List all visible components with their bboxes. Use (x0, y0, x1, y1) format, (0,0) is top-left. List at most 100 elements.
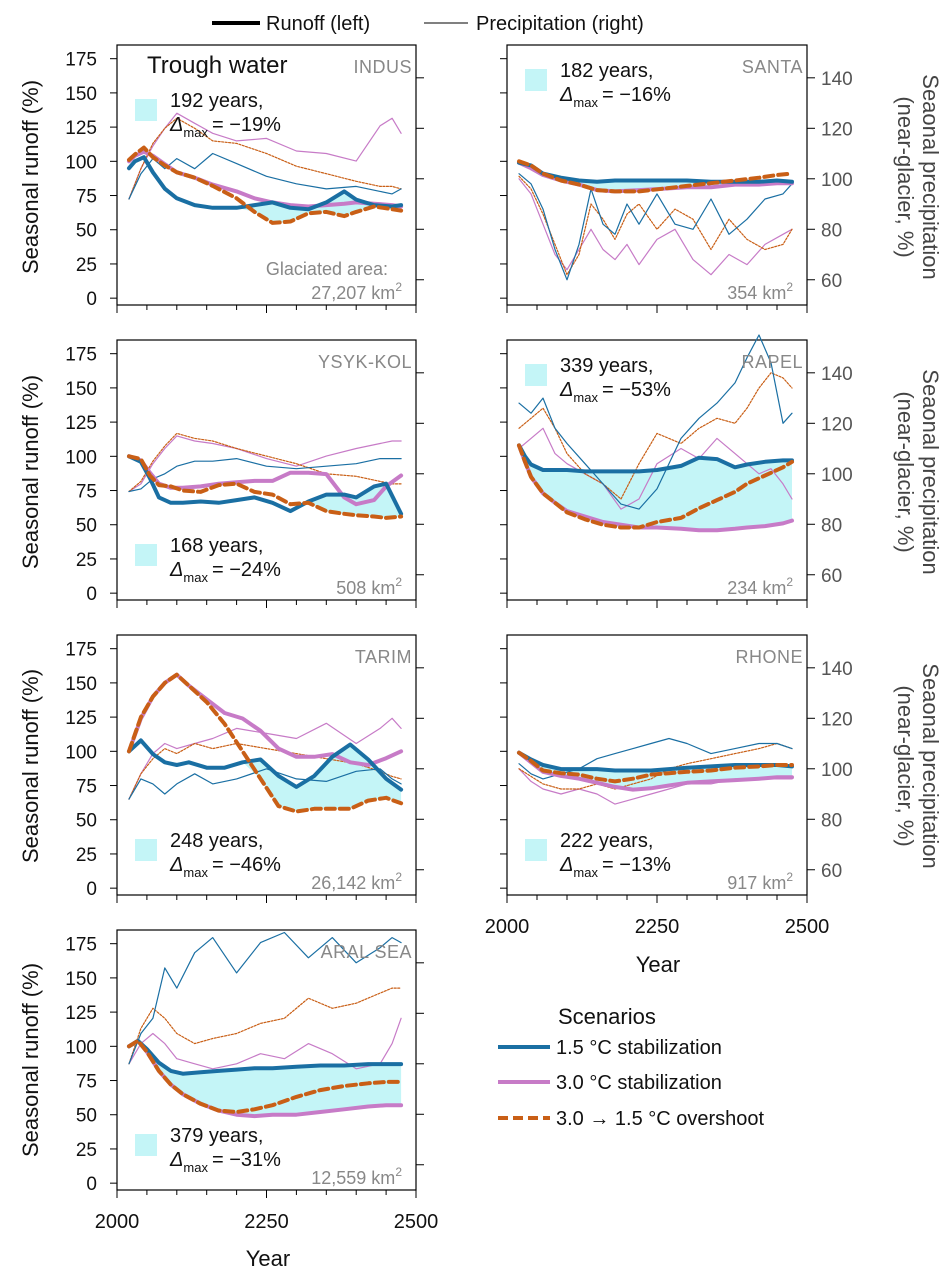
area-number: 917 km (727, 873, 786, 893)
ylabel-left-row1: Seasonal runoff (%) (18, 80, 43, 274)
ylabel-right-line2: (near-glacier, %) (893, 96, 918, 257)
trough-years: 222 years, (560, 830, 653, 852)
area-number: 27,207 km (311, 283, 395, 303)
precip-overshoot-line (518, 175, 793, 276)
runoff-1p5-line (517, 443, 794, 474)
delta-symbol: Δ (169, 114, 183, 136)
area-number: 508 km (336, 578, 395, 598)
trough-swatch (135, 839, 157, 861)
area-unit-exponent: 2 (395, 280, 402, 294)
delta-subscript: max (183, 125, 208, 140)
y-right-tick-label: 100 (821, 170, 853, 191)
y-tick-label: 150 (65, 969, 97, 990)
y-right-tick-label: 60 (821, 271, 842, 292)
runoff-overshoot-line (517, 750, 794, 784)
precip-overshoot-line (128, 987, 402, 1065)
runoff-1p5-line (517, 750, 794, 773)
scenario-1p5-label: 1.5 °C stabilization (556, 1037, 722, 1059)
panel-aral-sea: 0 25 50 75 100 125 150 175 2000 2250 2500 ARAL SEA 1… (65, 929, 439, 1233)
y-tick-label: 25 (76, 550, 97, 571)
runoff-3p0-line (127, 149, 404, 209)
area-label: Glaciated area: (266, 259, 388, 279)
area-unit-exponent: 2 (786, 575, 793, 589)
runoff-overshoot-line (127, 1038, 404, 1114)
delta-subscript: max (183, 865, 208, 880)
runoff-1p5-line (127, 1038, 404, 1076)
top-legend: Runoff (left) Precipitation (right) (212, 13, 644, 35)
basin-name: SANTA (742, 57, 803, 77)
precip-1p5-line (128, 458, 402, 493)
trough-annotation: 168 years,Δmax = −24% (135, 535, 281, 585)
glaciated-area: 917 km2 (727, 870, 793, 893)
x-tick-label: 2250 (244, 1211, 289, 1233)
y-tick-label: 0 (86, 289, 97, 310)
y-right-tick-label: 120 (821, 119, 853, 140)
glaciated-area: 12,559 km2 (311, 1165, 402, 1188)
area-value: 354 km2 (727, 280, 793, 303)
trough-delta: Δmax = −31% (169, 1149, 281, 1175)
ylabel-right-line1: Seaonal precipitation (918, 369, 943, 574)
y-right-tick-label: 80 (821, 220, 842, 241)
trough-swatch (135, 1134, 157, 1156)
y-tick-label: 0 (86, 879, 97, 900)
precip-1p5-line (518, 737, 793, 780)
trough-years: 379 years, (170, 1125, 263, 1147)
glaciated-area: 354 km2 (727, 280, 793, 303)
y-right-tick-label: 140 (821, 659, 853, 680)
area-unit-exponent: 2 (786, 280, 793, 294)
y-tick-label: 25 (76, 255, 97, 276)
y-tick-label: 175 (65, 935, 97, 956)
delta-subscript: max (573, 390, 598, 405)
y-right-tick-label: 100 (821, 465, 853, 486)
basin-name: INDUS (353, 57, 412, 77)
y-tick-label: 75 (76, 777, 97, 798)
scenarios-title: Scenarios (558, 1004, 656, 1029)
runoff-overshoot-line (517, 443, 794, 530)
trough-delta: Δmax = −19% (169, 114, 281, 140)
y-right-tick-label: 100 (821, 760, 853, 781)
xlabel-left: Year (246, 1246, 290, 1271)
runoff-1p5-line (127, 155, 404, 212)
runoff-1p5-line (127, 738, 404, 792)
precip-1p5-line (128, 768, 402, 800)
delta-symbol: Δ (559, 854, 573, 876)
glaciated-area: 508 km2 (336, 575, 402, 598)
x-tick-label: 2500 (785, 916, 830, 938)
delta-subscript: max (573, 95, 598, 110)
area-value: 508 km2 (336, 575, 402, 598)
x-tick-label: 2500 (394, 1211, 439, 1233)
y-right-tick-label: 80 (821, 515, 842, 536)
y-tick-label: 0 (86, 1174, 97, 1195)
y-right-tick-label: 60 (821, 566, 842, 587)
precip-3p0-line (128, 1017, 402, 1070)
delta-subscript: max (183, 570, 208, 585)
basin-name: RHONE (735, 647, 803, 667)
ylabel-right-line2: (near-glacier, %) (893, 685, 918, 846)
trough-fill (519, 445, 792, 531)
trough-years: 248 years, (170, 830, 263, 852)
basin-name: YSYK-KOL (318, 352, 412, 372)
delta-value: = −13% (602, 854, 671, 876)
y-tick-label: 50 (76, 221, 97, 242)
trough-delta: Δmax = −46% (169, 854, 281, 880)
ylabel-left-row4: Seasonal runoff (%) (18, 963, 43, 1157)
trough-fill (129, 1040, 402, 1117)
y-tick-label: 25 (76, 845, 97, 866)
delta-value: = −53% (602, 379, 671, 401)
precip-3p0-line (128, 435, 402, 493)
runoff-legend-label: Runoff (left) (266, 13, 370, 35)
ylabel-left-row2: Seasonal runoff (%) (18, 375, 43, 569)
y-tick-label: 100 (65, 1037, 97, 1058)
trough-annotation: 222 years,Δmax = −13% (525, 830, 671, 880)
delta-symbol: Δ (169, 559, 183, 581)
panel-rapel: 60 80 100 120 140 RAPEL 234 km2 339 years,Δmax =… (500, 334, 853, 608)
y-tick-label: 50 (76, 516, 97, 537)
basin-name: RAPEL (741, 352, 803, 372)
area-value: 12,559 km2 (311, 1165, 402, 1188)
trough-years: 192 years, (170, 90, 263, 112)
area-unit-exponent: 2 (395, 575, 402, 589)
glaciated-area: 234 km2 (727, 575, 793, 598)
y-tick-label: 100 (65, 742, 97, 763)
